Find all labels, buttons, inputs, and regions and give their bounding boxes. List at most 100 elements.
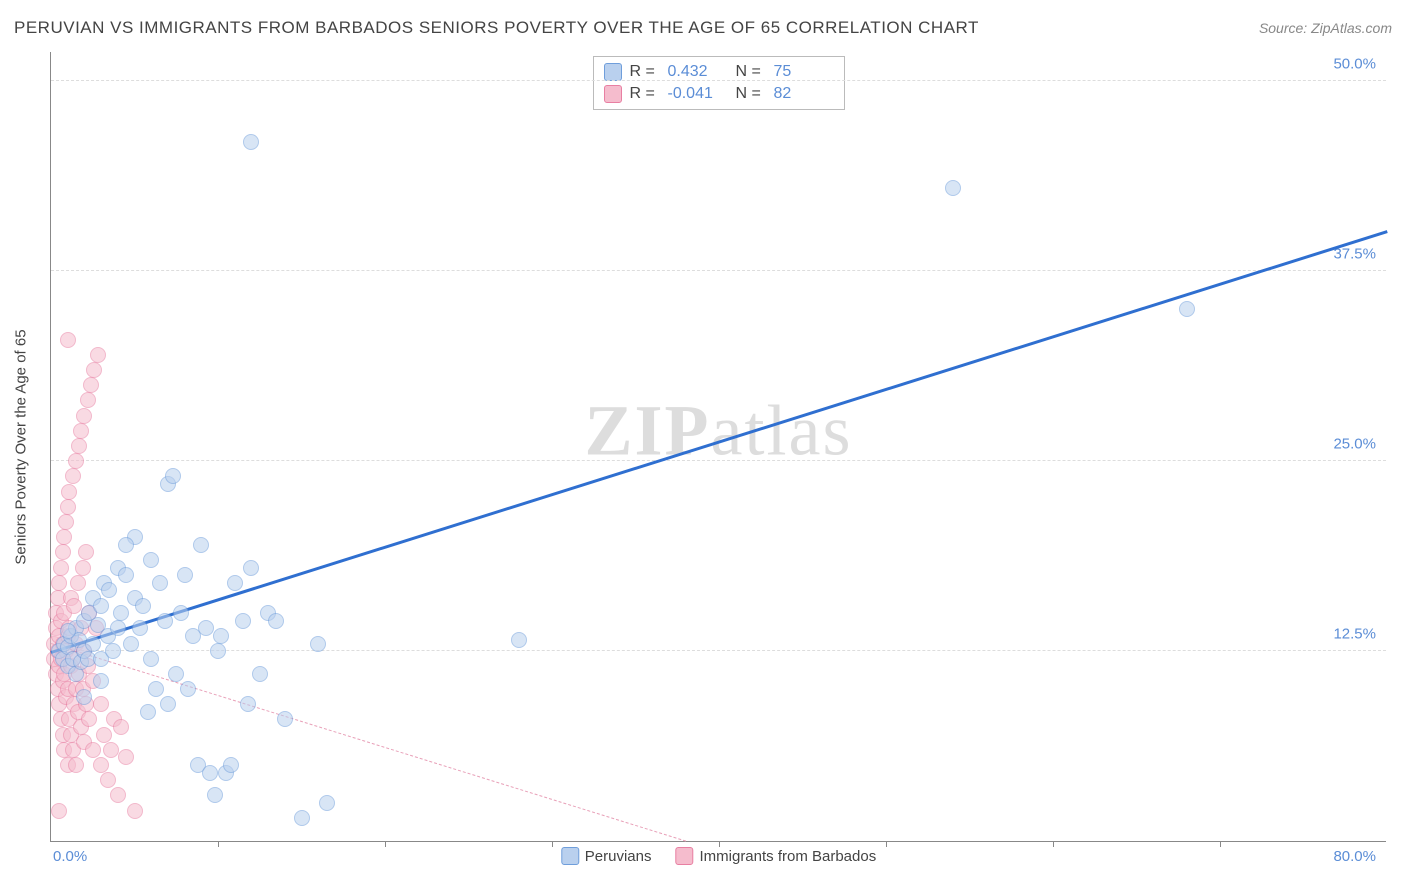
data-point bbox=[127, 803, 143, 819]
stats-row-2: R = -0.041 N = 82 bbox=[604, 83, 834, 105]
data-point bbox=[173, 605, 189, 621]
x-tick bbox=[1220, 841, 1221, 847]
data-point bbox=[310, 636, 326, 652]
stat-n-value-2: 82 bbox=[774, 85, 834, 103]
legend-label-barbados: Immigrants from Barbados bbox=[699, 848, 876, 865]
data-point bbox=[60, 499, 76, 515]
y-axis-title: Seniors Poverty Over the Age of 65 bbox=[13, 329, 30, 564]
data-point bbox=[103, 742, 119, 758]
legend-swatch-barbados bbox=[675, 847, 693, 865]
x-tick bbox=[218, 841, 219, 847]
data-point bbox=[113, 719, 129, 735]
data-point bbox=[78, 544, 94, 560]
data-point bbox=[93, 673, 109, 689]
data-point bbox=[193, 537, 209, 553]
data-point bbox=[65, 468, 81, 484]
gridline bbox=[51, 80, 1386, 81]
data-point bbox=[118, 537, 134, 553]
data-point bbox=[168, 666, 184, 682]
data-point bbox=[100, 772, 116, 788]
y-tick-label: 25.0% bbox=[1333, 436, 1376, 453]
x-min-label: 0.0% bbox=[53, 848, 87, 865]
data-point bbox=[148, 681, 164, 697]
legend-item-barbados: Immigrants from Barbados bbox=[675, 847, 876, 865]
data-point bbox=[85, 636, 101, 652]
data-point bbox=[160, 696, 176, 712]
legend-label-peruvians: Peruvians bbox=[585, 848, 652, 865]
trend-line bbox=[51, 230, 1388, 654]
x-max-label: 80.0% bbox=[1333, 848, 1376, 865]
data-point bbox=[101, 582, 117, 598]
data-point bbox=[68, 757, 84, 773]
x-tick bbox=[385, 841, 386, 847]
data-point bbox=[113, 605, 129, 621]
data-point bbox=[198, 620, 214, 636]
data-point bbox=[53, 560, 69, 576]
legend-swatch-peruvians bbox=[561, 847, 579, 865]
data-point bbox=[118, 749, 134, 765]
data-point bbox=[243, 134, 259, 150]
data-point bbox=[73, 423, 89, 439]
data-point bbox=[80, 392, 96, 408]
x-tick bbox=[552, 841, 553, 847]
data-point bbox=[132, 620, 148, 636]
data-point bbox=[93, 598, 109, 614]
swatch-peruvians bbox=[604, 63, 622, 81]
data-point bbox=[55, 544, 71, 560]
watermark-rest: atlas bbox=[711, 390, 853, 470]
data-point bbox=[86, 362, 102, 378]
data-point bbox=[51, 803, 67, 819]
data-point bbox=[152, 575, 168, 591]
legend-item-peruvians: Peruvians bbox=[561, 847, 652, 865]
x-tick bbox=[1053, 841, 1054, 847]
data-point bbox=[123, 636, 139, 652]
data-point bbox=[319, 795, 335, 811]
data-point bbox=[294, 810, 310, 826]
data-point bbox=[223, 757, 239, 773]
data-point bbox=[143, 651, 159, 667]
data-point bbox=[235, 613, 251, 629]
gridline bbox=[51, 270, 1386, 271]
stat-r-label-2: R = bbox=[630, 85, 660, 103]
data-point bbox=[90, 347, 106, 363]
y-tick-label: 50.0% bbox=[1333, 56, 1376, 73]
x-tick bbox=[719, 841, 720, 847]
data-point bbox=[210, 643, 226, 659]
data-point bbox=[945, 180, 961, 196]
data-point bbox=[252, 666, 268, 682]
data-point bbox=[227, 575, 243, 591]
gridline bbox=[51, 650, 1386, 651]
data-point bbox=[143, 552, 159, 568]
stat-r-value-2: -0.041 bbox=[668, 85, 728, 103]
data-point bbox=[76, 689, 92, 705]
data-point bbox=[277, 711, 293, 727]
gridline bbox=[51, 460, 1386, 461]
stat-n-label-2: N = bbox=[736, 85, 766, 103]
data-point bbox=[71, 438, 87, 454]
data-point bbox=[75, 560, 91, 576]
data-point bbox=[83, 377, 99, 393]
data-point bbox=[118, 567, 134, 583]
data-point bbox=[202, 765, 218, 781]
data-point bbox=[60, 623, 76, 639]
chart-title: PERUVIAN VS IMMIGRANTS FROM BARBADOS SEN… bbox=[14, 18, 979, 38]
data-point bbox=[207, 787, 223, 803]
data-point bbox=[110, 620, 126, 636]
data-point bbox=[58, 514, 74, 530]
data-point bbox=[93, 696, 109, 712]
swatch-barbados bbox=[604, 85, 622, 103]
data-point bbox=[56, 529, 72, 545]
data-point bbox=[61, 484, 77, 500]
y-tick-label: 12.5% bbox=[1333, 626, 1376, 643]
data-point bbox=[511, 632, 527, 648]
data-point bbox=[240, 696, 256, 712]
data-point bbox=[165, 468, 181, 484]
data-point bbox=[105, 643, 121, 659]
stat-r-label-1: R = bbox=[630, 63, 660, 81]
data-point bbox=[110, 787, 126, 803]
stat-r-value-1: 0.432 bbox=[668, 63, 728, 81]
data-point bbox=[135, 598, 151, 614]
source-label: Source: ZipAtlas.com bbox=[1259, 20, 1392, 36]
data-point bbox=[81, 711, 97, 727]
watermark-bold: ZIP bbox=[585, 390, 711, 470]
